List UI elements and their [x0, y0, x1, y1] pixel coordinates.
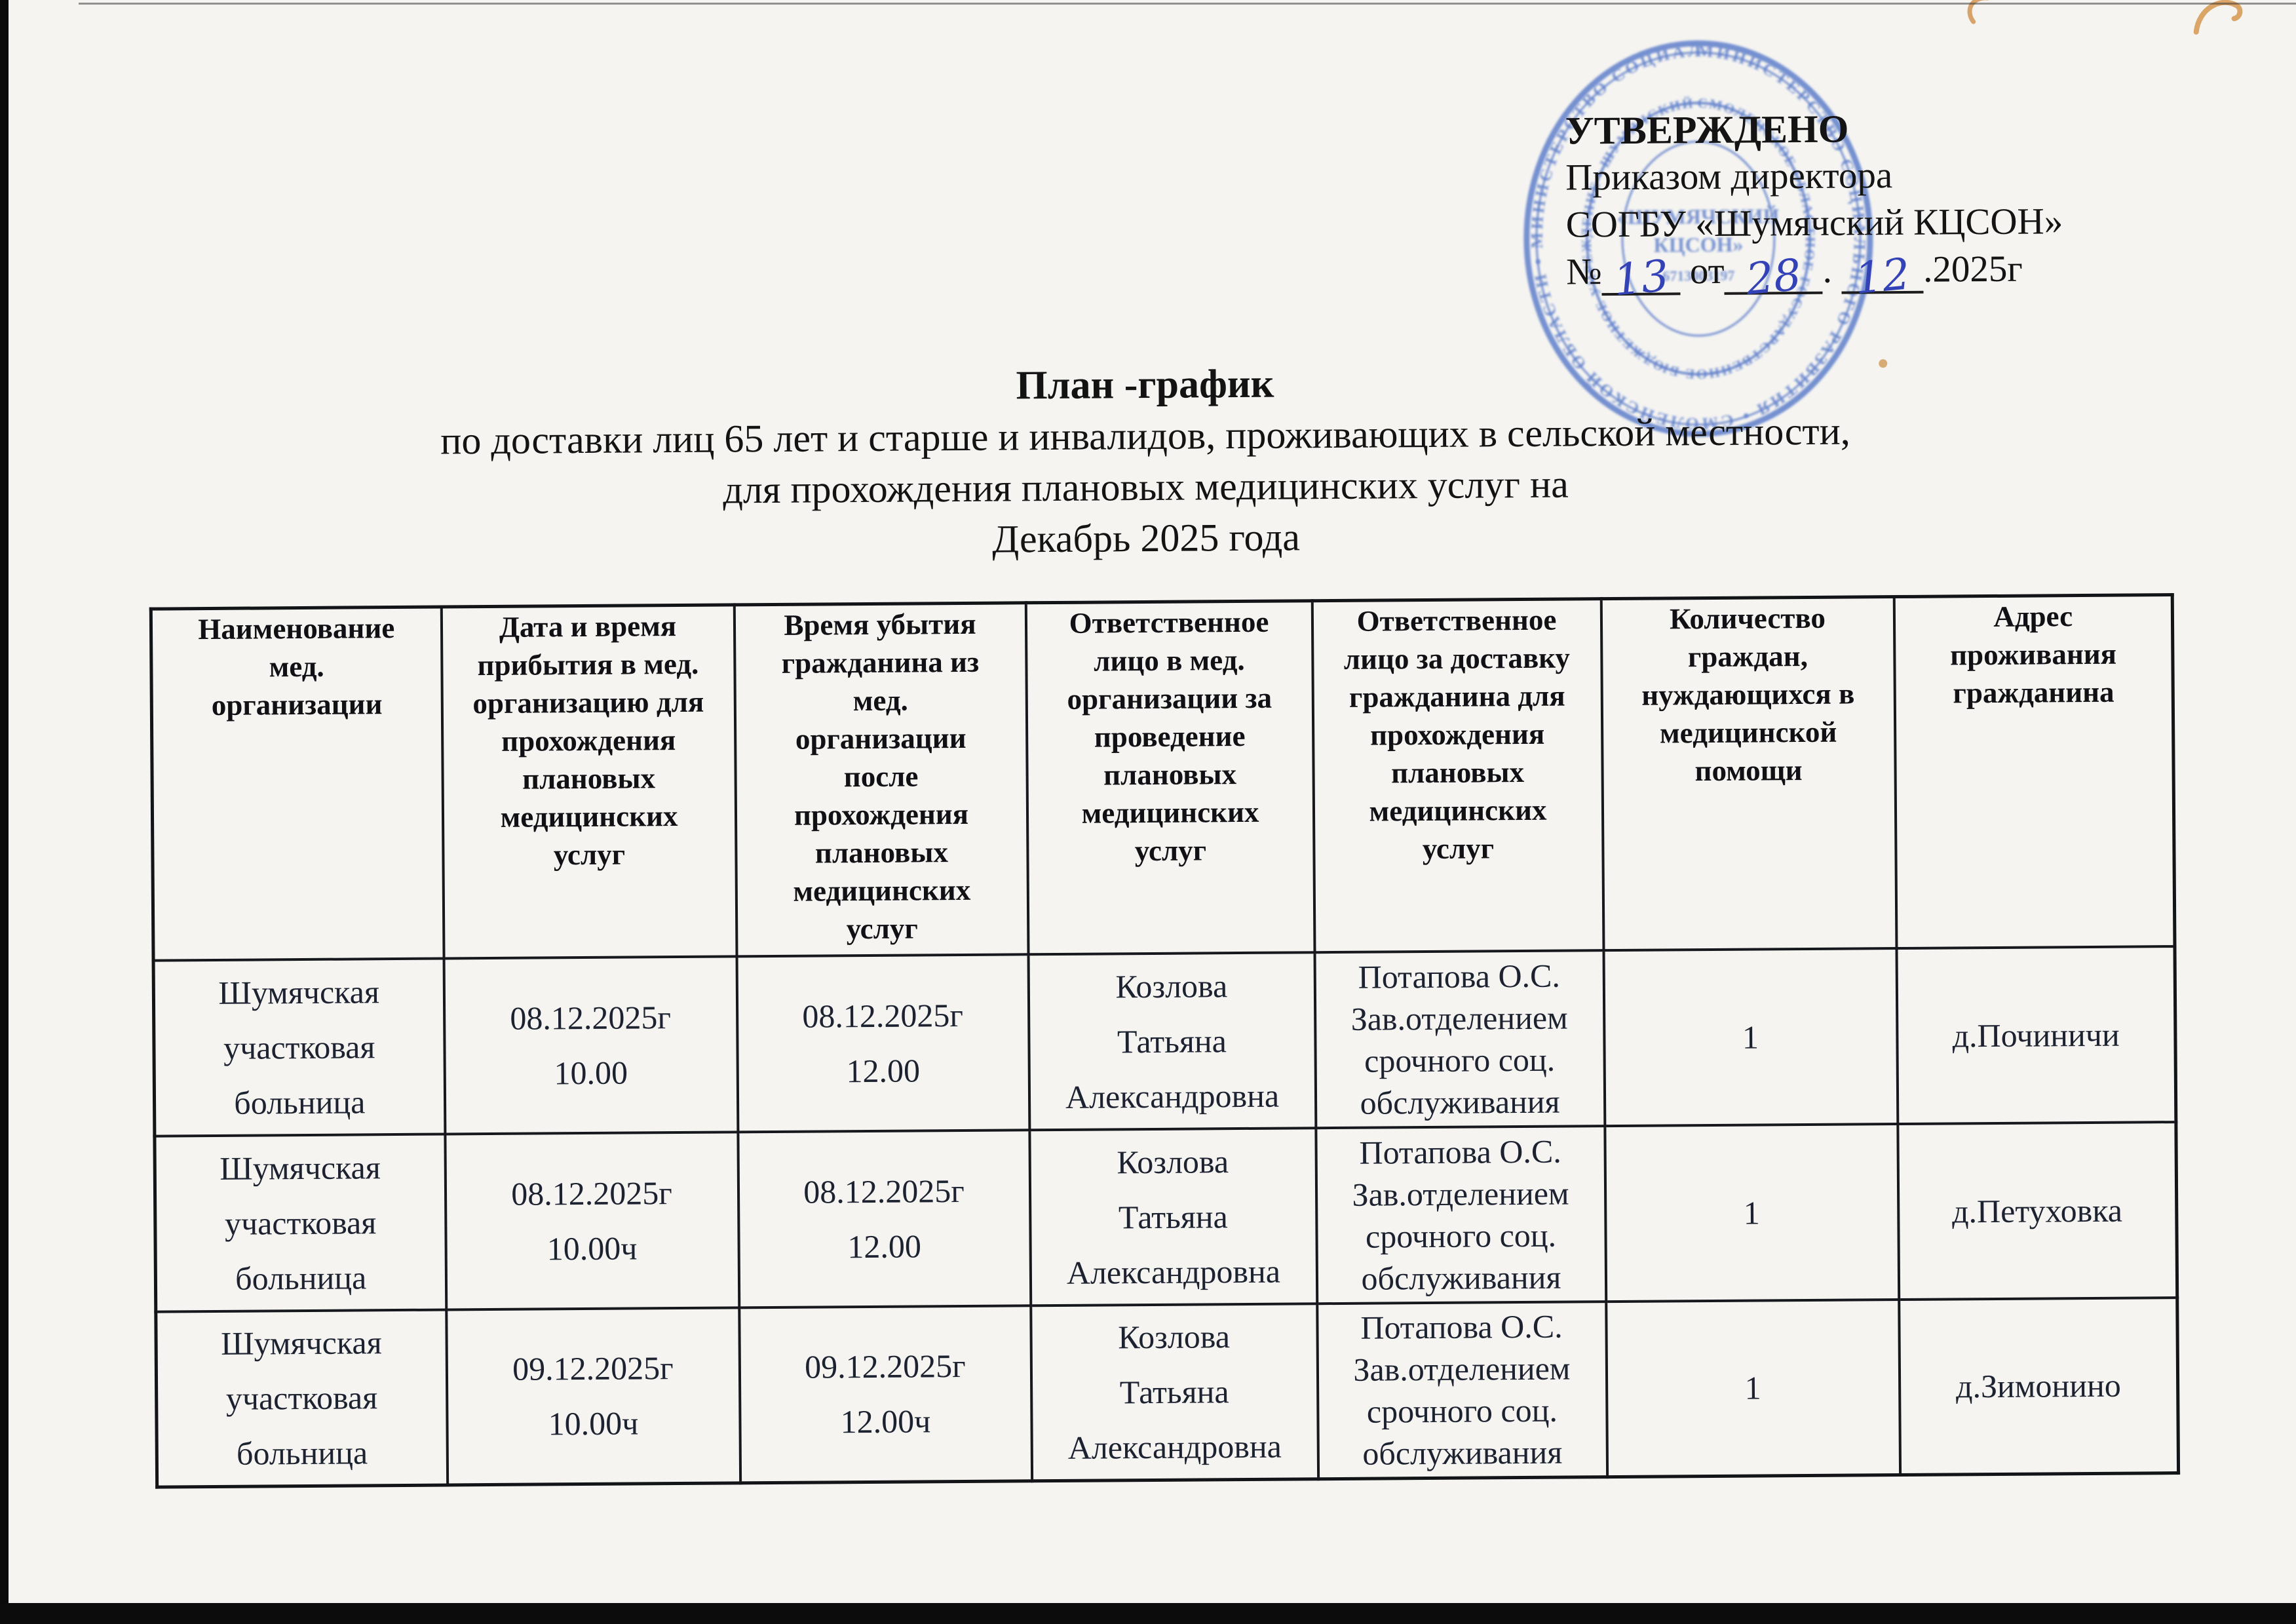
- day-blank: 28: [1724, 250, 1823, 305]
- cell-departure: 08.12.2025г 12.00: [737, 1129, 1031, 1307]
- cell-arrival: 08.12.2025г 10.00: [444, 956, 738, 1134]
- approval-org-line: СОГБУ «Шумячский КЦСОН»: [1565, 201, 2063, 246]
- approval-number-line: № 13 от 28. 12.2025г: [1566, 244, 2195, 306]
- from-label: от: [1689, 250, 1725, 292]
- stamp-center-line1: «ШУМЯЧСКИЙ: [1617, 204, 1780, 229]
- col-header-responsible-delivery: Ответственное лицо за доставку гражданин…: [1312, 598, 1603, 952]
- cell-address: д.Починичи: [1896, 946, 2176, 1124]
- stamp-center-line3: 6713003197: [1662, 267, 1734, 284]
- scan-edge-bottom: [0, 1603, 2296, 1624]
- cell-responsible-med: Козлова Татьяна Александровна: [1030, 1303, 1318, 1481]
- schedule-table: Наименование мед. организации Дата и вре…: [149, 593, 2181, 1489]
- approved-label: УТВЕРЖДЕНО: [1565, 107, 1849, 153]
- cell-med-org: Шумячская участковая больница: [153, 958, 445, 1136]
- number-sign: №: [1566, 251, 1602, 293]
- col-header-responsible-med: Ответственное лицо в мед. организации за…: [1025, 600, 1314, 954]
- year-suffix: .2025г: [1923, 248, 2023, 290]
- cell-med-org: Шумячская участковая больница: [154, 1134, 446, 1312]
- cell-address: д.Петуховка: [1897, 1121, 2177, 1300]
- cell-responsible-delivery: Потапова О.С. Зав.отделением срочного со…: [1316, 1301, 1607, 1479]
- document-title-block: План -график по доставки лиц 65 лет и ст…: [0, 351, 2294, 571]
- approval-order-line: Приказом директора: [1565, 155, 1893, 199]
- handwritten-number: 13: [1611, 250, 1672, 306]
- cell-citizen-count: 1: [1605, 1299, 1900, 1477]
- col-header-arrival: Дата и время прибытия в мед. организацию…: [441, 604, 737, 959]
- month-blank: 12: [1841, 248, 1924, 304]
- number-blank: 13: [1601, 250, 1681, 305]
- scan-edge-top: [79, 3, 2296, 5]
- cell-arrival: 08.12.2025г 10.00ч: [444, 1131, 739, 1309]
- handwritten-month: 12: [1852, 248, 1913, 304]
- handwritten-day: 28: [1744, 249, 1804, 305]
- col-header-departure: Время убытия гражданина из мед. организа…: [734, 602, 1029, 956]
- cell-departure: 09.12.2025г 12.00ч: [738, 1305, 1032, 1483]
- cell-citizen-count: 1: [1603, 948, 1898, 1126]
- scan-edge-left: [0, 0, 9, 1624]
- table-row: Шумячская участковая больница 08.12.2025…: [153, 946, 2176, 1136]
- cell-citizen-count: 1: [1604, 1123, 1899, 1302]
- cell-med-org: Шумячская участковая больница: [155, 1309, 448, 1488]
- cell-responsible-delivery: Потапова О.С. Зав.отделением срочного со…: [1315, 1125, 1606, 1304]
- table-row: Шумячская участковая больница 09.12.2025…: [155, 1297, 2179, 1488]
- stamp-center-line2: КЦСОН»: [1653, 233, 1743, 257]
- pen-mark-icon: [1967, 0, 1990, 24]
- cell-arrival: 09.12.2025г 10.00ч: [446, 1307, 740, 1485]
- cell-responsible-med: Козлова Татьяна Александровна: [1028, 952, 1316, 1130]
- dot-separator: .: [1822, 249, 1833, 291]
- approval-block: УТВЕРЖДЕНО Приказом директора СОГБУ «Шум…: [1565, 103, 2196, 306]
- cell-responsible-delivery: Потапова О.С. Зав.отделением срочного со…: [1314, 950, 1605, 1128]
- cell-address: д.Зимонино: [1898, 1297, 2179, 1475]
- table-header-row: Наименование мед. организации Дата и вре…: [151, 594, 2175, 961]
- cell-responsible-med: Козлова Татьяна Александровна: [1029, 1127, 1317, 1305]
- cell-departure: 08.12.2025г 12.00: [737, 954, 1029, 1132]
- pen-mark-icon: [2193, 0, 2243, 35]
- col-header-address: Адрес проживания гражданина: [1894, 594, 2175, 948]
- col-header-med-org: Наименование мед. организации: [151, 607, 444, 961]
- pen-dot-icon: [1879, 359, 1888, 368]
- col-header-citizen-count: Количество граждан, нуждающихся в медици…: [1601, 596, 1896, 950]
- table-row: Шумячская участковая больница 08.12.2025…: [154, 1121, 2177, 1312]
- official-round-stamp-icon: МИНИСТЕРСТВО СОЦИАЛЬНОГО РАЗВИТИЯ • СМОЛ…: [1507, 29, 1873, 437]
